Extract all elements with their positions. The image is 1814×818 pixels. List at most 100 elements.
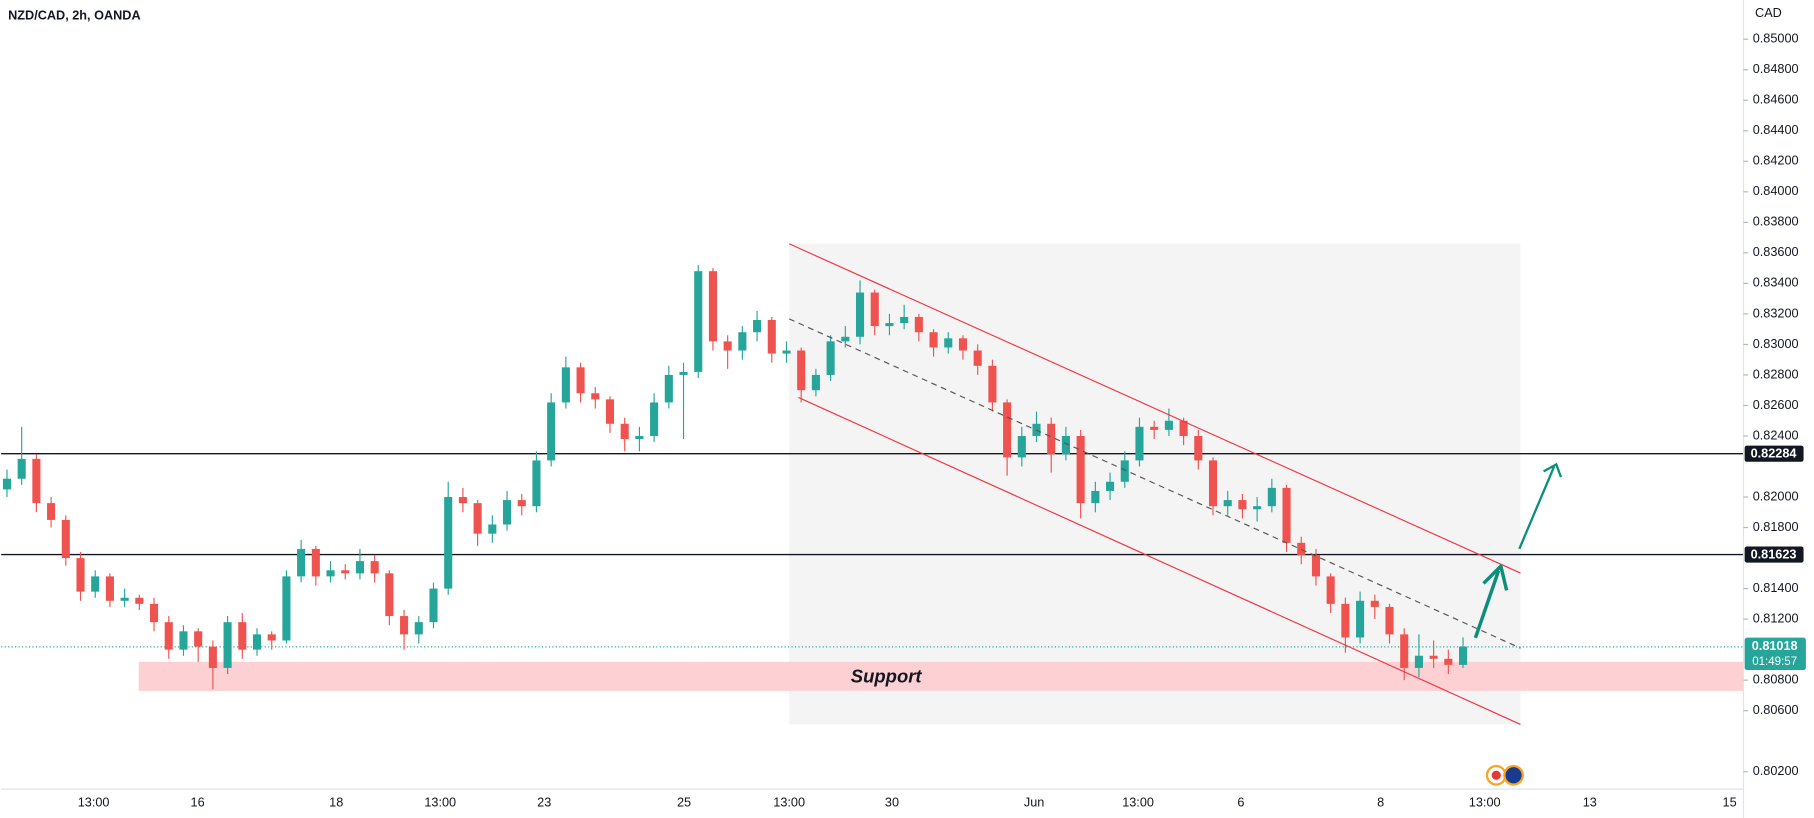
candle-body <box>900 316 909 324</box>
countdown: 01:49:57 <box>1752 656 1797 668</box>
x-tick-label: 30 <box>885 795 899 809</box>
current-price-label: 0.81018 <box>1752 639 1798 653</box>
candle-body <box>870 292 879 327</box>
x-tick-label: 13:00 <box>78 795 110 809</box>
candle-body <box>238 622 247 650</box>
x-tick-label: 25 <box>677 795 691 809</box>
candle-body <box>988 365 997 403</box>
y-tick-label: 0.84400 <box>1753 123 1799 137</box>
candle-body <box>282 576 291 641</box>
y-tick-label: 0.80600 <box>1753 703 1799 717</box>
x-tick-label: 8 <box>1377 795 1384 809</box>
y-tick-label: 0.84000 <box>1753 184 1799 198</box>
y-tick-label: 0.80200 <box>1753 764 1799 778</box>
candle-body <box>76 558 85 592</box>
candle-body <box>1282 487 1291 543</box>
candle-body <box>929 332 938 348</box>
channel-upper <box>788 243 1521 574</box>
candle-body <box>1003 402 1012 458</box>
candle-body <box>267 634 276 641</box>
candle-body <box>620 423 629 440</box>
candle-body <box>311 548 320 577</box>
candle-body <box>576 367 585 394</box>
candle-body <box>1458 646 1468 665</box>
candle-body <box>135 597 144 604</box>
level-tag <box>1744 546 1804 563</box>
x-tick-label: 18 <box>329 795 343 809</box>
candle-body <box>694 271 703 372</box>
candle-body <box>1414 655 1423 668</box>
support-zone <box>138 661 1744 691</box>
y-tick-label: 0.82400 <box>1753 428 1799 442</box>
drawings <box>788 243 1563 725</box>
candle-body <box>708 271 717 342</box>
candle-body <box>973 350 982 366</box>
candle-body <box>17 458 26 479</box>
candle-body <box>370 561 379 574</box>
candle-body <box>767 320 776 354</box>
candle-body <box>502 500 512 525</box>
candle-body <box>1253 506 1262 510</box>
y-tick-label: 0.82800 <box>1753 367 1799 381</box>
candle-body <box>1326 576 1335 604</box>
candle-body <box>179 631 188 650</box>
candle-body <box>1385 606 1394 635</box>
candle-body <box>252 634 262 650</box>
candle-body <box>1150 426 1159 430</box>
candle-body <box>1208 460 1218 507</box>
x-tick-label: 13 <box>1583 795 1597 809</box>
candles <box>2 265 1468 690</box>
channel-lower <box>798 396 1521 725</box>
candle-body <box>738 332 747 351</box>
y-tick-label: 0.85000 <box>1753 32 1799 46</box>
candle-body <box>811 374 820 391</box>
candle-body <box>208 646 217 668</box>
candle-body <box>914 316 923 333</box>
x-tick-label: 13:00 <box>1122 795 1154 809</box>
y-tick-label: 0.84800 <box>1753 62 1799 76</box>
candle-body <box>2 478 12 490</box>
candle-body <box>1076 435 1085 504</box>
candle-body <box>120 597 129 601</box>
x-tick-label: 13:00 <box>773 795 805 809</box>
candle-body <box>473 503 482 534</box>
x-tick-label: Jun <box>1024 795 1044 809</box>
icon <box>1491 770 1501 780</box>
y-tick-label: 0.83200 <box>1753 306 1799 320</box>
candle-body <box>1238 500 1247 510</box>
y-tick-label: 0.83600 <box>1753 245 1799 259</box>
candle-body <box>488 524 497 534</box>
candle-body <box>1164 420 1173 430</box>
candle-body <box>429 588 438 623</box>
candle-body <box>517 500 526 507</box>
candle-body <box>1106 481 1115 491</box>
y-tick-label: 0.81200 <box>1753 611 1799 625</box>
candle-body <box>1444 658 1453 665</box>
candle-body <box>355 561 365 574</box>
candle-body <box>385 573 394 617</box>
y-tick-label: 0.84600 <box>1753 93 1799 107</box>
candle-body <box>1311 555 1321 577</box>
candle-body <box>297 548 306 577</box>
candle-body <box>1091 490 1100 504</box>
candle-body <box>1135 426 1144 461</box>
candle-body <box>61 519 70 559</box>
x-tick-label: 23 <box>537 795 551 809</box>
candle-body <box>1223 500 1232 507</box>
annotation-layer <box>1 243 1744 725</box>
candle-body <box>1120 460 1129 482</box>
candle-body <box>650 402 659 436</box>
candle-body <box>591 393 600 400</box>
candle-body <box>841 336 850 342</box>
candle-body <box>782 350 791 354</box>
arrow <box>1518 466 1556 550</box>
candle-body <box>944 338 953 348</box>
candle-body <box>561 367 570 403</box>
y-tick-label: 0.83800 <box>1753 215 1799 229</box>
y-tick-label: 0.83000 <box>1753 337 1799 351</box>
current-price-tag <box>1744 637 1806 670</box>
candle-body <box>105 576 114 601</box>
candle-body <box>1061 435 1070 455</box>
level-label: 0.82284 <box>1751 447 1797 461</box>
